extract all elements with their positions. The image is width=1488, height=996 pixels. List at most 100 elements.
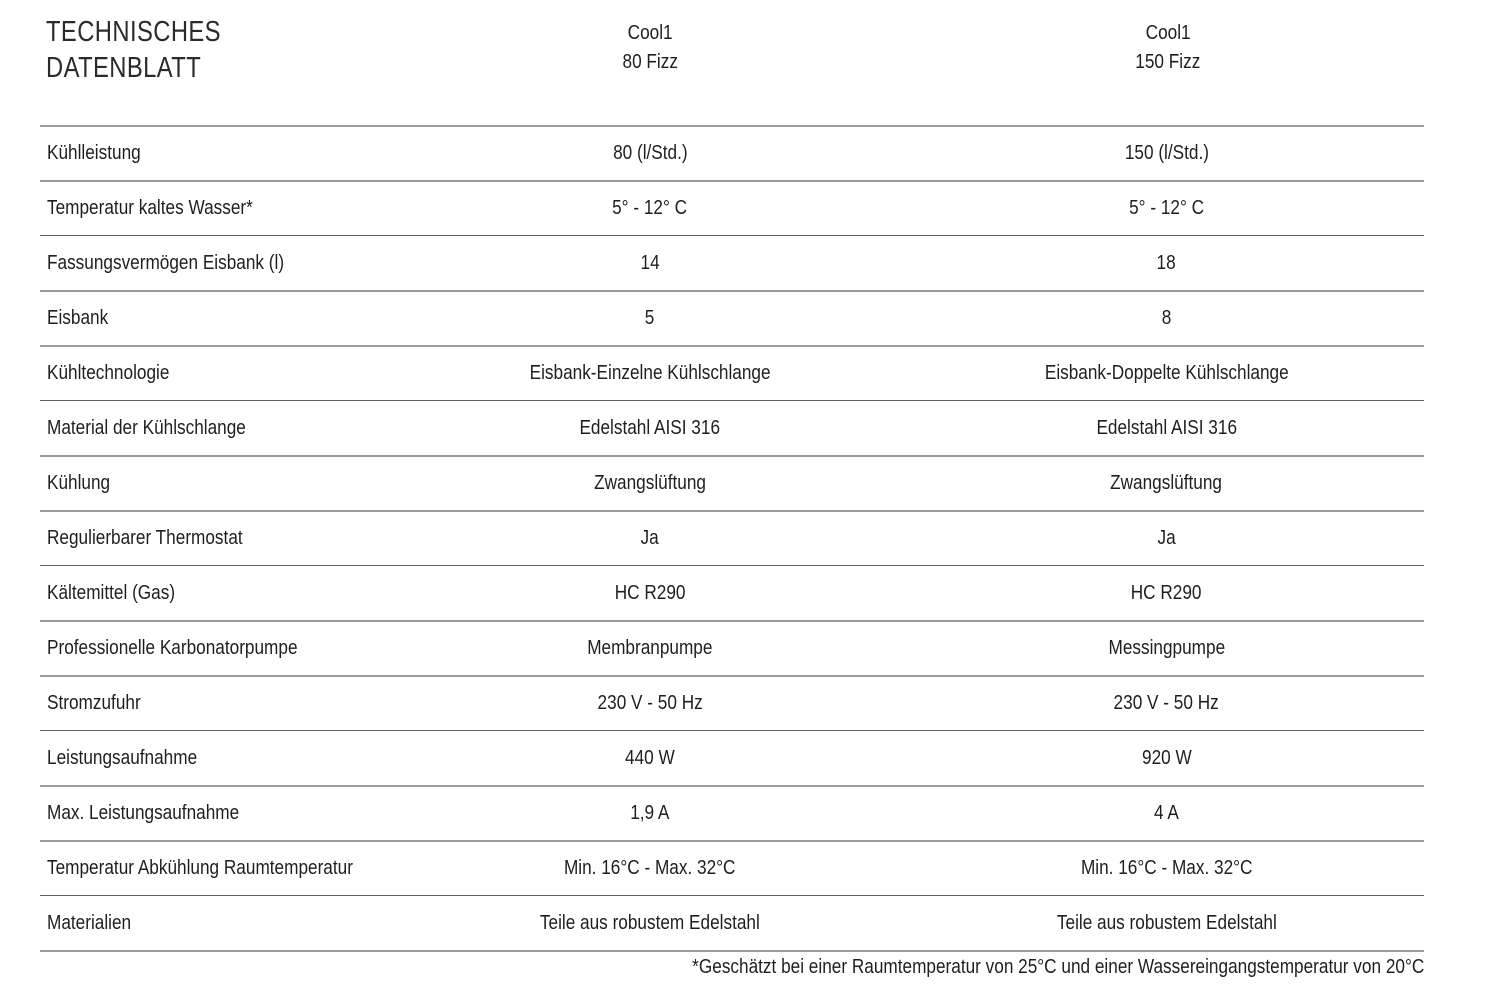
row-value-col1: 5 bbox=[391, 307, 909, 330]
row-label-text: Kühltechnologie bbox=[47, 362, 170, 384]
footnote-text: *Geschätzt bei einer Raumtemperatur von … bbox=[691, 956, 1424, 978]
row-label-text: Regulierbarer Thermostat bbox=[47, 527, 243, 549]
row-value-text: Eisbank-Einzelne Kühlschlange bbox=[529, 362, 771, 384]
table-row-raumtemperatur: Temperatur Abkühlung Raumtemperatur Min.… bbox=[40, 840, 1424, 895]
row-value-col1: HC R290 bbox=[391, 582, 909, 605]
row-value-col2: Ja bbox=[909, 527, 1424, 550]
row-value-text: 80 (l/Std.) bbox=[612, 142, 688, 164]
row-value-text: HC R290 bbox=[1131, 581, 1202, 604]
table-row-eisbank: Eisbank 5 8 bbox=[40, 290, 1424, 345]
row-label: Fassungsvermögen Eisbank (l) bbox=[40, 252, 391, 275]
row-label-text: Fassungsvermögen Eisbank (l) bbox=[47, 251, 285, 274]
row-value-text: 230 V - 50 Hz bbox=[597, 692, 703, 714]
row-label: Kühlung bbox=[40, 472, 391, 495]
column-model: 80 Fizz bbox=[622, 51, 678, 73]
table-row-leistungsaufnahme: Leistungsaufnahme 440 W 920 W bbox=[40, 730, 1424, 785]
row-label: Max. Leistungsaufnahme bbox=[40, 802, 391, 825]
row-value-text: 5 bbox=[645, 307, 655, 329]
row-value-text: 5° - 12° C bbox=[1129, 197, 1204, 219]
row-value-text: Zwangslüftung bbox=[594, 472, 706, 494]
row-value-col1: Zwangslüftung bbox=[391, 472, 909, 495]
row-value-text: Min. 16°C - Max. 32°C bbox=[564, 857, 736, 879]
row-value-text: Ja bbox=[1157, 527, 1176, 549]
row-label-text: Leistungsaufnahme bbox=[47, 746, 198, 769]
row-value-col2: 5° - 12° C bbox=[909, 197, 1424, 220]
column-model: 150 Fizz bbox=[1135, 51, 1201, 73]
row-value-col2: 150 (l/Std.) bbox=[909, 142, 1424, 165]
row-value-text: 14 bbox=[640, 251, 660, 274]
row-value-col2: Zwangslüftung bbox=[909, 472, 1424, 495]
row-value-text: 8 bbox=[1161, 307, 1172, 329]
table-row-material-kuehlschlange: Material der Kühlschlange Edelstahl AISI… bbox=[40, 400, 1424, 455]
row-value-col1: Min. 16°C - Max. 32°C bbox=[391, 857, 909, 880]
column-brand: Cool1 bbox=[1145, 22, 1191, 44]
row-label: Regulierbarer Thermostat bbox=[40, 527, 391, 550]
row-value-text: 920 W bbox=[1141, 746, 1192, 769]
page-title: TECHNISCHES DATENBLATT bbox=[46, 14, 259, 86]
row-value-text: Teile aus robustem Edelstahl bbox=[540, 911, 760, 934]
row-value-text: 230 V - 50 Hz bbox=[1113, 692, 1220, 714]
row-value-text: 5° - 12° C bbox=[612, 197, 688, 219]
row-label: Materialien bbox=[40, 912, 391, 935]
row-label: Temperatur Abkühlung Raumtemperatur bbox=[40, 857, 391, 880]
row-label: Kühltechnologie bbox=[40, 362, 391, 385]
row-value-col1: Edelstahl AISI 316 bbox=[391, 417, 909, 440]
table-row-max-leistungsaufnahme: Max. Leistungsaufnahme 1,9 A 4 A bbox=[40, 785, 1424, 840]
table-row-kuehlung: Kühlung Zwangslüftung Zwangslüftung bbox=[40, 455, 1424, 510]
row-label-text: Temperatur kaltes Wasser* bbox=[47, 197, 253, 219]
table-row-kaeltemittel: Kältemittel (Gas) HC R290 HC R290 bbox=[40, 565, 1424, 620]
row-value-text: Zwangslüftung bbox=[1110, 472, 1223, 494]
row-value-col2: Eisbank-Doppelte Kühlschlange bbox=[909, 362, 1424, 385]
table-row-fassungsvermoegen: Fassungsvermögen Eisbank (l) 14 18 bbox=[40, 235, 1424, 290]
row-label-text: Kühlleistung bbox=[47, 142, 141, 164]
table-row-thermostat: Regulierbarer Thermostat Ja Ja bbox=[40, 510, 1424, 565]
row-label-text: Materialien bbox=[47, 911, 132, 934]
row-value-text: 440 W bbox=[625, 746, 675, 769]
row-label-text: Stromzufuhr bbox=[47, 692, 141, 714]
row-value-text: Edelstahl AISI 316 bbox=[579, 416, 721, 439]
row-label: Kühlleistung bbox=[40, 142, 391, 165]
row-value-col1: 440 W bbox=[391, 747, 909, 770]
row-value-text: Edelstahl AISI 316 bbox=[1096, 416, 1237, 439]
row-value-col2: 920 W bbox=[909, 747, 1424, 770]
row-value-col2: Teile aus robustem Edelstahl bbox=[909, 912, 1424, 935]
row-label: Professionelle Karbonatorpumpe bbox=[40, 637, 391, 660]
table-row-karbonatorpumpe: Professionelle Karbonatorpumpe Membranpu… bbox=[40, 620, 1424, 675]
row-value-col1: 230 V - 50 Hz bbox=[391, 692, 909, 715]
row-label-text: Temperatur Abkühlung Raumtemperatur bbox=[47, 857, 353, 879]
row-value-col2: Messingpumpe bbox=[909, 637, 1424, 660]
row-value-text: Messingpumpe bbox=[1108, 637, 1225, 659]
row-value-col1: Ja bbox=[391, 527, 909, 550]
row-value-col1: 1,9 A bbox=[391, 802, 909, 825]
row-value-col2: HC R290 bbox=[909, 582, 1424, 605]
row-value-col2: Min. 16°C - Max. 32°C bbox=[909, 857, 1424, 880]
row-label: Stromzufuhr bbox=[40, 692, 391, 715]
row-value-col2: 8 bbox=[909, 307, 1424, 330]
table-row-materialien: Materialien Teile aus robustem Edelstahl… bbox=[40, 895, 1424, 950]
row-value-text: Min. 16°C - Max. 32°C bbox=[1080, 857, 1253, 879]
column-header-80-fizz: Cool1 80 Fizz bbox=[391, 19, 909, 77]
row-value-col1: 80 (l/Std.) bbox=[391, 142, 909, 165]
row-value-col2: 18 bbox=[909, 252, 1424, 275]
column-brand: Cool1 bbox=[627, 22, 673, 44]
row-label-text: Kühlung bbox=[47, 472, 111, 494]
row-label-text: Professionelle Karbonatorpumpe bbox=[47, 637, 298, 659]
row-value-text: 18 bbox=[1156, 251, 1177, 274]
row-label: Temperatur kaltes Wasser* bbox=[40, 197, 391, 220]
row-label: Leistungsaufnahme bbox=[40, 747, 391, 770]
spec-table: Kühlleistung 80 (l/Std.) 150 (l/Std.) Te… bbox=[40, 125, 1424, 952]
row-label-text: Kältemittel (Gas) bbox=[47, 581, 176, 604]
row-label-text: Material der Kühlschlange bbox=[47, 416, 246, 439]
row-value-text: Ja bbox=[640, 527, 660, 549]
row-value-text: 4 A bbox=[1154, 802, 1179, 824]
row-value-text: Membranpumpe bbox=[587, 637, 713, 659]
row-value-col1: Membranpumpe bbox=[391, 637, 909, 660]
column-header-150-fizz: Cool1 150 Fizz bbox=[909, 19, 1427, 77]
table-row-kuehlleistung: Kühlleistung 80 (l/Std.) 150 (l/Std.) bbox=[40, 125, 1424, 180]
page-title-line1: TECHNISCHES bbox=[46, 16, 221, 48]
page-title-line2: DATENBLATT bbox=[46, 52, 202, 84]
footnote: *Geschätzt bei einer Raumtemperatur von … bbox=[40, 956, 1424, 979]
row-value-text: 150 (l/Std.) bbox=[1124, 142, 1209, 164]
row-value-col1: Eisbank-Einzelne Kühlschlange bbox=[391, 362, 909, 385]
table-row-kuehltechnologie: Kühltechnologie Eisbank-Einzelne Kühlsch… bbox=[40, 345, 1424, 400]
